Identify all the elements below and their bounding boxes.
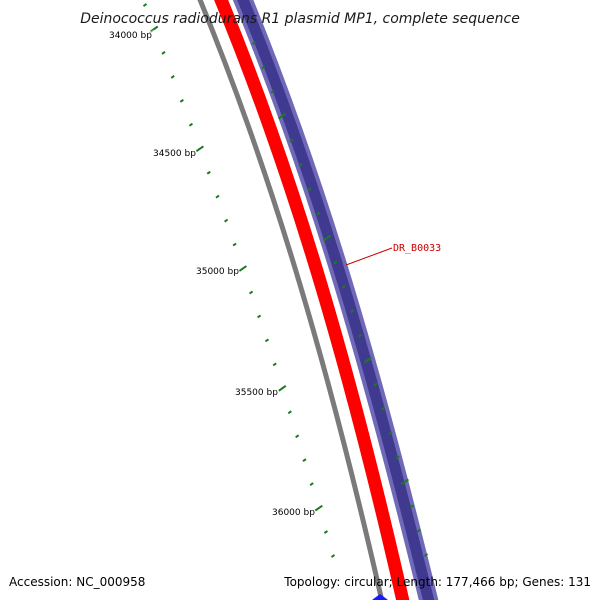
accession-text: Accession: NC_000958	[9, 575, 145, 589]
feature-leader-line	[345, 247, 393, 266]
map-title: Deinococcus radiodurans R1 plasmid MP1, …	[80, 11, 520, 27]
backbone-ring	[197, 0, 385, 600]
inner-ruler-tick	[142, 3, 148, 7]
gene-arrow-marker	[372, 594, 388, 600]
outer-ruler-tick	[400, 478, 409, 486]
outer-ruler-tick	[298, 163, 303, 167]
outer-ruler-tick	[289, 138, 294, 143]
inner-ruler-tick	[314, 504, 323, 512]
inner-ruler-tick	[323, 530, 328, 534]
inner-ruler-tick	[224, 218, 229, 223]
ruler-labels: 34000 bp 34500 bp 35000 bp 35500 bp 3600…	[109, 29, 315, 518]
inner-ruler-tick	[232, 242, 237, 247]
tick-label-35000: 35000 bp	[196, 267, 239, 277]
inner-ruler-tick	[272, 362, 277, 367]
outer-ruler-tick	[251, 41, 257, 45]
outer-ruler-tick	[416, 528, 422, 533]
inner-ruler-tick	[206, 170, 211, 175]
inner-ruler-tick	[188, 122, 193, 127]
inner-ruler-tick	[330, 554, 336, 558]
outer-ruler-tick	[373, 382, 378, 387]
topology-summary-text: Topology: circular; Length: 177,466 bp; …	[283, 575, 591, 589]
inner-ruler-tick	[161, 51, 166, 55]
tick-label-34500: 34500 bp	[153, 149, 196, 159]
outer-ruler-tick	[349, 309, 355, 314]
outer-ruler-tick	[341, 284, 346, 289]
outer-ruler-tick	[388, 431, 393, 435]
inner-ruler-tick	[257, 314, 262, 319]
outer-ruler-tick	[307, 187, 312, 192]
forward-strand-ring[interactable]	[237, 0, 435, 600]
inner-ruler-tick	[238, 265, 247, 272]
outer-ruler-tick	[333, 260, 338, 265]
outer-ruler-tick	[322, 234, 332, 242]
outer-ruler-tick	[381, 406, 386, 411]
outer-ruler-tick	[395, 455, 400, 460]
outer-ruler-tick	[261, 65, 266, 70]
inner-ruler-tick	[302, 458, 307, 463]
tick-label-leader	[148, 29, 155, 34]
outer-ruler-tick	[316, 211, 321, 216]
reverse-strand-ring[interactable]	[214, 0, 410, 600]
outer-ruler-tick	[363, 356, 372, 364]
outer-ruler-tick	[423, 553, 429, 557]
inner-ruler-tick	[170, 75, 175, 79]
inner-ruler-tick	[195, 145, 204, 153]
tick-label-35500: 35500 bp	[235, 388, 278, 398]
inner-ruler-tick	[150, 25, 159, 33]
inner-ruler-tick	[248, 290, 254, 295]
outer-ruler-tick	[277, 112, 287, 120]
tick-label-34000: 34000 bp	[109, 31, 152, 41]
feature-label-dr-b0033[interactable]: DR_B0033	[393, 243, 441, 254]
inner-ruler-tick	[179, 98, 184, 103]
ruler-ticks	[142, 3, 429, 558]
tick-label-36000: 36000 bp	[272, 508, 315, 518]
inner-ruler-tick	[287, 410, 292, 415]
inner-ruler-tick	[215, 194, 220, 199]
outer-ruler-tick	[409, 504, 415, 509]
inner-ruler-tick	[309, 482, 314, 486]
inner-ruler-tick	[264, 338, 270, 343]
outer-ruler-tick	[358, 333, 363, 338]
outer-ruler-tick	[270, 89, 275, 94]
inner-ruler-tick	[295, 434, 300, 439]
inner-ruler-tick	[278, 385, 287, 392]
rings-layer	[197, 0, 439, 600]
feature-annotations: DR_B0033	[345, 243, 441, 266]
